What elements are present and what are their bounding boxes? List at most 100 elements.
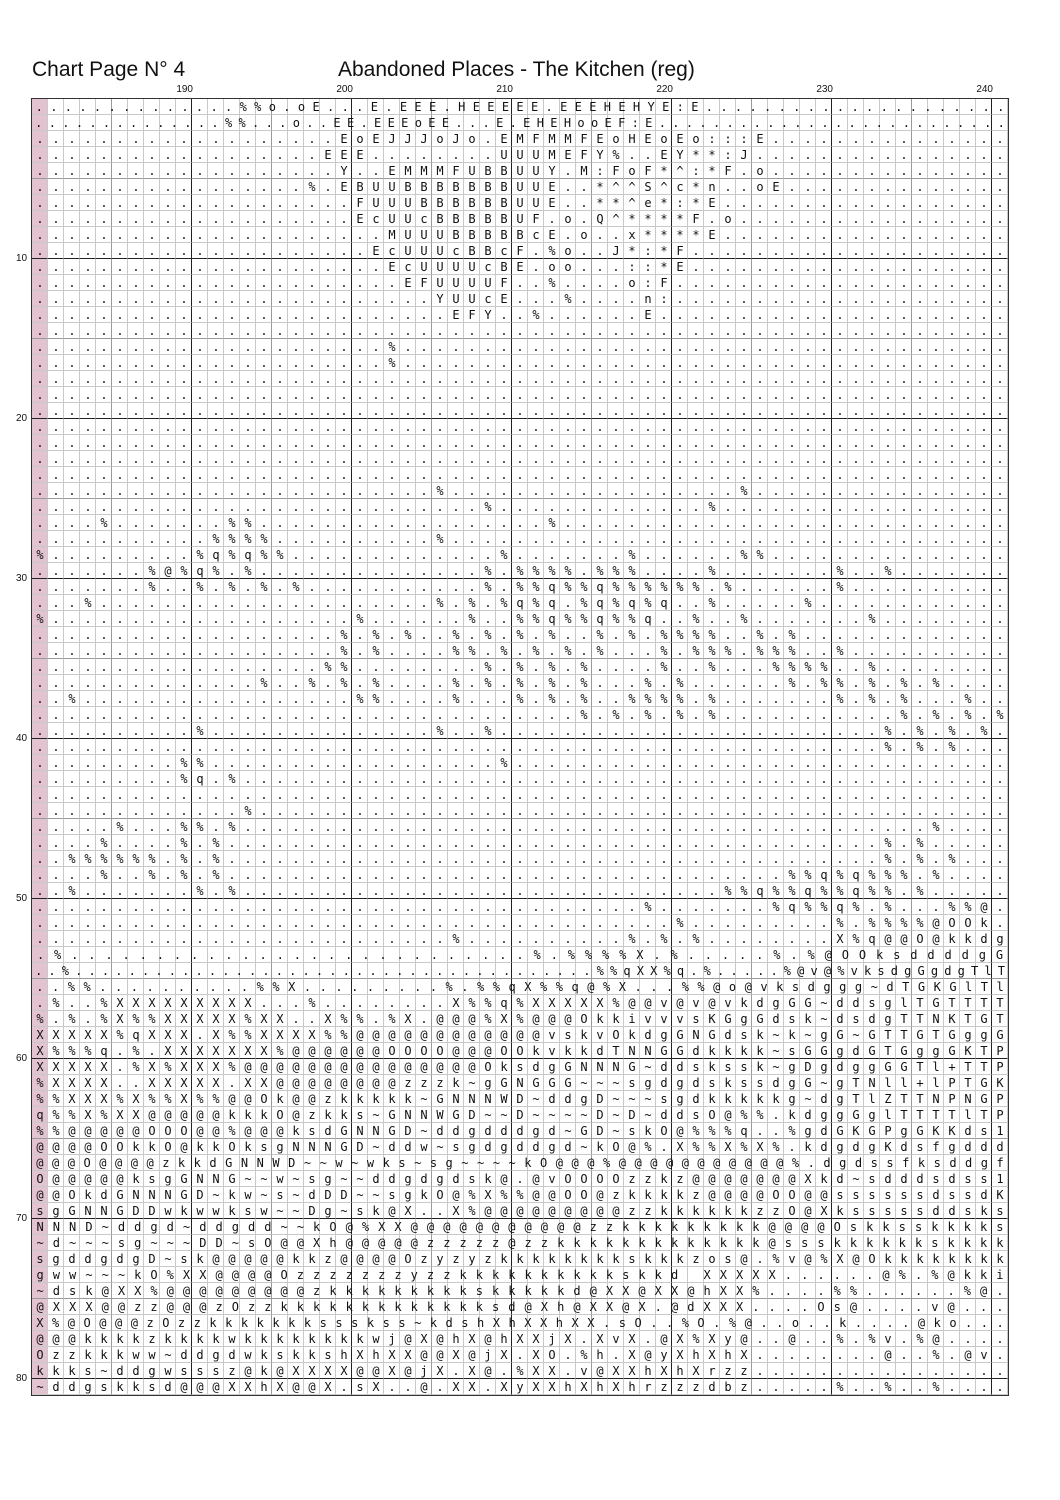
- chart-cell: [384, 723, 400, 739]
- chart-cell: [992, 707, 1008, 723]
- chart-cell: [128, 771, 144, 787]
- chart-cell: [832, 163, 848, 179]
- chart-cell: [384, 195, 400, 211]
- chart-cell: [864, 435, 880, 451]
- chart-cell: [928, 291, 944, 307]
- chart-cell: [176, 883, 192, 899]
- chart-cell: [560, 723, 576, 739]
- chart-cell: [576, 451, 592, 467]
- chart-cell: [880, 243, 896, 259]
- chart-cell: [352, 755, 368, 771]
- chart-cell: [592, 211, 608, 227]
- chart-cell: [272, 419, 288, 435]
- chart-cell: [80, 387, 96, 403]
- chart-cell: [864, 659, 880, 675]
- chart-cell: [608, 483, 624, 499]
- chart-cell: [832, 211, 848, 227]
- chart-cell: [992, 467, 1008, 483]
- chart-cell: [720, 371, 736, 387]
- chart-cell: [272, 323, 288, 339]
- chart-cell: [368, 195, 384, 211]
- chart-cell: [320, 243, 336, 259]
- chart-cell: [192, 851, 208, 867]
- chart-cell: [912, 211, 928, 227]
- chart-cell: [528, 387, 544, 403]
- chart-cell: [384, 131, 400, 147]
- chart-cell: [240, 611, 256, 627]
- chart-cell: [48, 131, 64, 147]
- chart-row-symbols: .........................YUUcE...%....n:…: [36, 292, 1013, 306]
- chart-cell: [800, 883, 816, 899]
- chart-cell: [208, 707, 224, 723]
- chart-cell: [352, 515, 368, 531]
- chart-cell: [48, 451, 64, 467]
- chart-cell: [944, 275, 960, 291]
- chart-cell: [576, 883, 592, 899]
- chart-cell: [512, 915, 528, 931]
- chart-cell: [240, 547, 256, 563]
- chart-cell: [208, 323, 224, 339]
- chart-cell: [576, 243, 592, 259]
- chart-cell: [800, 339, 816, 355]
- chart-cell: [448, 387, 464, 403]
- chart-cell: [960, 851, 976, 867]
- chart-cell: [784, 739, 800, 755]
- chart-cell: [752, 867, 768, 883]
- chart-cell: [128, 707, 144, 723]
- chart-cell: [96, 323, 112, 339]
- chart-row-symbols: ......................%.................…: [36, 356, 1013, 370]
- chart-cell: [432, 179, 448, 195]
- chart-cell: [832, 883, 848, 899]
- chart-cell: [736, 291, 752, 307]
- chart-row-symbols: ......................MUUUBBBBBcE.o..x**…: [36, 228, 1013, 242]
- chart-cell: [384, 147, 400, 163]
- chart-cell: [880, 483, 896, 499]
- chart-cell: [192, 771, 208, 787]
- chart-cell: [448, 819, 464, 835]
- chart-cell: [176, 899, 192, 915]
- chart-cell: [560, 515, 576, 531]
- chart-cell: [304, 499, 320, 515]
- chart-cell: [496, 483, 512, 499]
- chart-cell: [112, 195, 128, 211]
- chart-cell: [192, 563, 208, 579]
- chart-cell: [656, 115, 672, 131]
- chart-cell: [688, 435, 704, 451]
- chart-cell: [880, 179, 896, 195]
- chart-cell: [624, 483, 640, 499]
- chart-cell: [992, 691, 1008, 707]
- chart-cell: [896, 147, 912, 163]
- chart-cell: [400, 739, 416, 755]
- chart-cell: [176, 243, 192, 259]
- chart-cell: [848, 147, 864, 163]
- column-number-label: 190: [176, 84, 193, 95]
- chart-cell: [288, 131, 304, 147]
- chart-cell: [496, 851, 512, 867]
- chart-cell: [48, 819, 64, 835]
- chart-cell: [736, 307, 752, 323]
- chart-cell: [592, 787, 608, 803]
- chart-cell: [544, 595, 560, 611]
- chart-cell: [240, 931, 256, 947]
- chart-cell: [496, 883, 512, 899]
- chart-cell: [544, 691, 560, 707]
- chart-cell: [912, 499, 928, 515]
- chart-cell: [848, 883, 864, 899]
- chart-cell: [768, 419, 784, 435]
- chart-cell: [80, 915, 96, 931]
- chart-cell: [832, 771, 848, 787]
- chart-cell: [240, 147, 256, 163]
- chart-cell: [816, 163, 832, 179]
- chart-cell: [576, 739, 592, 755]
- row-number-label: 30: [16, 573, 28, 584]
- chart-cell: [32, 99, 48, 115]
- chart-cell: [928, 547, 944, 563]
- chart-cell: [960, 515, 976, 531]
- chart-cell: [528, 147, 544, 163]
- chart-cell: [432, 339, 448, 355]
- chart-cell: [144, 179, 160, 195]
- chart-cell: [864, 403, 880, 419]
- chart-cell: [400, 851, 416, 867]
- chart-cell: [432, 739, 448, 755]
- chart-cell: [784, 499, 800, 515]
